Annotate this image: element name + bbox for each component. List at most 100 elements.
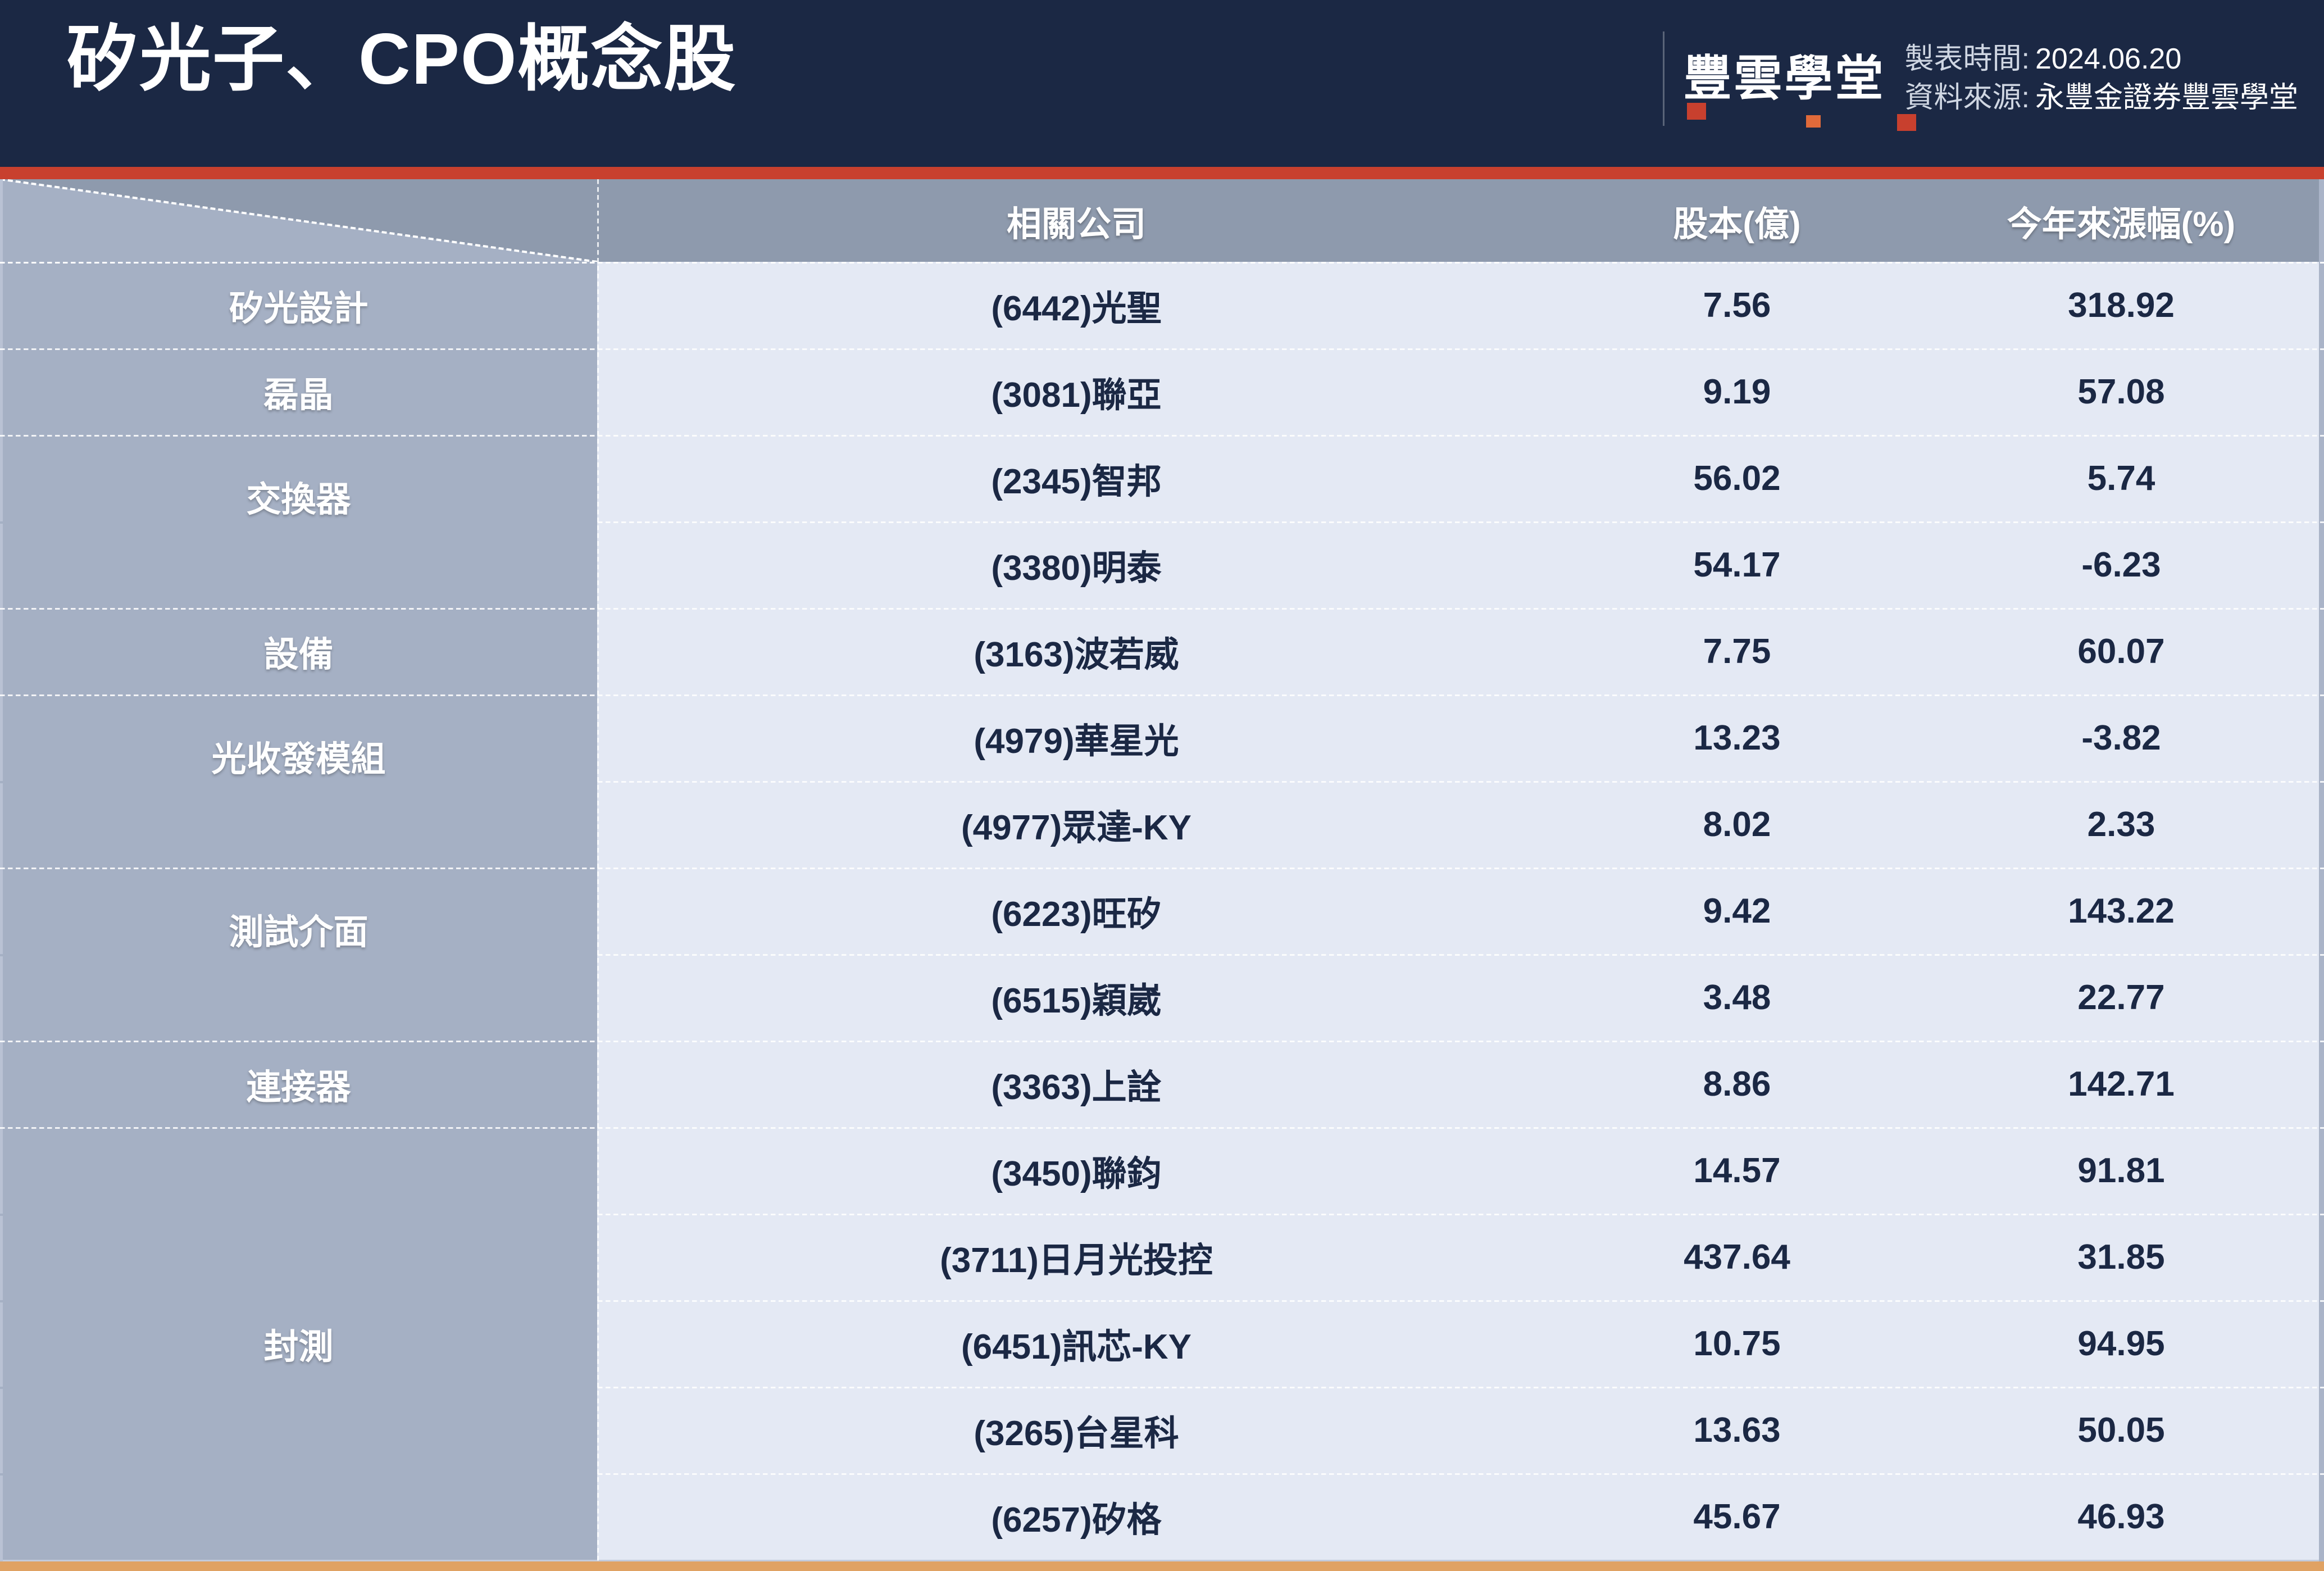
meta-block: 製表時間: 2024.06.20 資料來源: 永豐金證券豐雲學堂 (1905, 42, 2298, 116)
cell-company: (3711)日月光投控 (597, 1214, 1556, 1300)
cell-capital: 8.86 (1556, 1041, 1918, 1127)
cell-capital: 8.02 (1556, 781, 1918, 868)
category-label: 矽光設計 (0, 262, 597, 348)
cell-capital: 7.56 (1556, 262, 1918, 348)
category-merge-mask (0, 1214, 597, 1216)
cell-change: 142.71 (1918, 1041, 2324, 1127)
table-row: (3450)聯鈞 14.57 91.81 (0, 1127, 2324, 1214)
category-merge-mask (0, 1300, 597, 1302)
category-merge-mask (0, 1387, 597, 1389)
cell-company: (6257)矽格 (597, 1473, 1556, 1560)
table-row: (3265)台星科 13.63 50.05 (0, 1387, 2324, 1473)
meta-source-label: 資料來源: (1904, 81, 2030, 114)
cell-company: (6451)訊芯-KY (597, 1300, 1556, 1387)
cell-change: 91.81 (1918, 1127, 2324, 1214)
cell-company: (3163)波若威 (597, 608, 1556, 694)
table-row: (6515)穎崴 3.48 22.77 (0, 954, 2324, 1041)
cell-company: (3450)聯鈞 (597, 1127, 1556, 1214)
cell-company: (3265)台星科 (597, 1387, 1556, 1473)
cell-change: 60.07 (1918, 608, 2324, 694)
cell-capital: 9.19 (1556, 348, 1918, 435)
stock-table: 相關公司 股本(億) 今年來漲幅(%) 矽光設計 (6442)光聖 7.56 318.92 磊… (0, 179, 2324, 1561)
meta-created-row: 製表時間: 2024.06.20 (1905, 42, 2298, 77)
table-right-edge (2319, 179, 2324, 1561)
table-row: 交換器 (2345)智邦 56.02 5.74 (0, 435, 2324, 521)
cell-change: 5.74 (1918, 435, 2324, 521)
cell-change: 318.92 (1918, 262, 2324, 348)
cell-capital: 13.63 (1556, 1387, 1918, 1473)
cell-capital: 3.48 (1556, 954, 1918, 1041)
table-row: 磊晶 (3081)聯亞 9.19 57.08 (0, 348, 2324, 435)
cell-company: (3380)明泰 (597, 521, 1556, 608)
category-label: 設備 (0, 608, 597, 694)
table-row: (4977)眾達-KY 8.02 2.33 (0, 781, 2324, 868)
meta-source-value: 永豐金證券豐雲學堂 (2035, 81, 2298, 114)
cell-company: (3363)上詮 (597, 1041, 1556, 1127)
cell-change: 57.08 (1918, 348, 2324, 435)
cell-capital: 9.42 (1556, 868, 1918, 954)
cell-capital: 10.75 (1556, 1300, 1918, 1387)
table-row: 連接器 (3363)上詮 8.86 142.71 (0, 1041, 2324, 1127)
category-label: 光收發模組 (0, 694, 597, 781)
table-header-capital: 股本(億) (1556, 179, 1918, 262)
table-row: (3711)日月光投控 437.64 31.85 (0, 1214, 2324, 1300)
table-row: 光收發模組 (4979)華星光 13.23 -3.82 (0, 694, 2324, 781)
table-corner-cell (0, 179, 597, 262)
cell-capital: 14.57 (1556, 1127, 1918, 1214)
logo-accent-square-icon (1805, 115, 1821, 128)
table-row: 設備 (3163)波若威 7.75 60.07 (0, 608, 2324, 694)
table-header-change: 今年來漲幅(%) (1918, 179, 2324, 262)
category-cell (0, 1387, 597, 1473)
cell-change: 143.22 (1918, 868, 2324, 954)
corner-diagonal-icon (0, 179, 597, 262)
category-cell (0, 1127, 597, 1214)
cell-change: -3.82 (1918, 694, 2324, 781)
cell-change: 22.77 (1918, 954, 2324, 1041)
cell-change: 50.05 (1918, 1387, 2324, 1473)
category-label: 磊晶 (0, 348, 597, 435)
cell-company: (6515)穎崴 (597, 954, 1556, 1041)
cell-capital: 54.17 (1556, 521, 1918, 608)
cell-change: 2.33 (1918, 781, 2324, 868)
category-cell (0, 781, 597, 868)
cell-capital: 13.23 (1556, 694, 1918, 781)
category-label: 交換器 (0, 435, 597, 521)
table-left-edge (0, 179, 3, 1561)
table-header-company: 相關公司 (597, 179, 1556, 262)
logo-accent-square-icon (1897, 114, 1916, 131)
header-meta-group: 豐雲學堂 製表時間: 2024.06.20 資料來源: 永豐金證券豐雲學堂 (1662, 31, 2298, 131)
category-label: 測試介面 (0, 868, 597, 954)
category-cell (0, 521, 597, 608)
table-row: 測試介面 (6223)旺矽 9.42 143.22 (0, 868, 2324, 954)
page-header: 矽光子、CPO概念股 豐雲學堂 製表時間: 2024.06.20 資料來源: 永… (0, 0, 2324, 167)
cell-capital: 56.02 (1556, 435, 1918, 521)
cell-company: (4979)華星光 (597, 694, 1556, 781)
table-row: 矽光設計 (6442)光聖 7.56 318.92 (0, 262, 2324, 348)
category-label: 封測 (0, 1300, 597, 1387)
header-divider (1662, 31, 1664, 126)
header-accent-rule (0, 167, 2324, 179)
category-merge-mask (0, 781, 597, 783)
category-cell (0, 1473, 597, 1560)
page-title: 矽光子、CPO概念股 (66, 19, 737, 99)
cell-company: (6223)旺矽 (597, 868, 1556, 954)
brand-logo: 豐雲學堂 (1684, 55, 1916, 131)
cell-company: (6442)光聖 (597, 262, 1556, 348)
meta-created-label: 製表時間: (1904, 42, 2030, 75)
table-row: (6257)矽格 45.67 46.93 (0, 1473, 2324, 1560)
cell-company: (3081)聯亞 (597, 348, 1556, 435)
cell-capital: 45.67 (1556, 1473, 1918, 1560)
cell-change: 31.85 (1918, 1214, 2324, 1300)
category-label: 連接器 (0, 1041, 597, 1127)
cell-capital: 437.64 (1556, 1214, 1918, 1300)
footer-accent-rule (0, 1561, 2324, 1571)
meta-source-row: 資料來源: 永豐金證券豐雲學堂 (1905, 80, 2298, 116)
cell-change: 46.93 (1918, 1473, 2324, 1560)
table-row: (3380)明泰 54.17 -6.23 (0, 521, 2324, 608)
cell-change: 94.95 (1918, 1300, 2324, 1387)
table-header-row: 相關公司 股本(億) 今年來漲幅(%) (0, 179, 2324, 262)
cell-company: (2345)智邦 (597, 435, 1556, 521)
category-merge-mask (0, 1473, 597, 1475)
cell-capital: 7.75 (1556, 608, 1918, 694)
category-merge-mask (0, 521, 597, 524)
